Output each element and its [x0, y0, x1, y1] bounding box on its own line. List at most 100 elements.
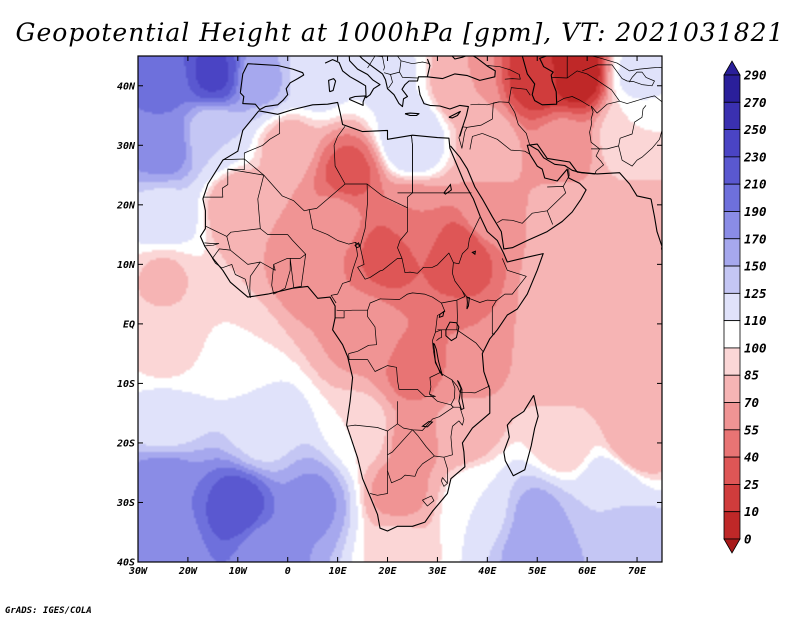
grads-credit: GrADS: IGES/COLA [5, 606, 92, 616]
colorbar-label: 55 [744, 422, 760, 437]
coastline-europe_south [239, 63, 305, 111]
lake-victoria [445, 321, 460, 342]
coastlines-layer [199, 56, 662, 532]
country-border [592, 56, 662, 72]
coastline-madagascar [503, 395, 539, 477]
colorbar-swatch [723, 292, 741, 322]
lat-tick-label: 40N [117, 81, 136, 92]
country-border [271, 254, 307, 295]
colorbar: 2902702502302101901701501251101008570554… [723, 60, 767, 554]
country-border [221, 261, 261, 299]
country-border [357, 246, 402, 280]
lake-albert [438, 310, 445, 319]
lat-tick-label: 20S [116, 438, 135, 449]
country-border [346, 401, 398, 432]
country-border [482, 133, 530, 155]
lon-tick-label: 20E [377, 566, 397, 577]
country-border [562, 169, 570, 187]
map-panel: 30W 20W 10W 0 10E 20E 30E 40E 50E 60E 70E 40N 30N 20… [116, 55, 663, 577]
lat-tick-label: 10S [117, 379, 135, 390]
lake-chad [354, 242, 361, 249]
lake-kariba [421, 420, 434, 428]
lake-nasser [443, 183, 452, 195]
colorbar-label: 170 [744, 231, 767, 246]
country-border [397, 393, 454, 431]
country-border [450, 379, 465, 427]
country-border [336, 309, 345, 312]
lat-tick-label: 30S [116, 498, 135, 509]
country-border [546, 210, 554, 225]
longitude-axis: 30W 20W 10W 0 10E 20E 30E 40E 50E 60E 70E [128, 56, 647, 577]
colorbar-label: 230 [743, 149, 767, 164]
colorbar-swatch [723, 101, 741, 130]
country-border [590, 95, 662, 114]
lon-tick-label: 70E [628, 566, 647, 577]
country-border [441, 477, 448, 487]
lake-malawi [456, 380, 465, 411]
colorbar-under-triangle [723, 538, 741, 554]
country-border [466, 101, 531, 146]
country-border [556, 96, 590, 107]
country-border [470, 101, 500, 106]
colorbar-swatch [723, 183, 741, 212]
country-border [582, 64, 655, 87]
colorbar-label: 40 [744, 450, 759, 465]
colorbar-label: 100 [744, 340, 767, 355]
country-border [422, 495, 435, 507]
lat-tick-label: 20N [116, 200, 136, 211]
country-border [508, 87, 531, 103]
lon-tick-label: 0 [285, 566, 291, 577]
colorbar-swatch [723, 211, 741, 240]
colorbar-swatch [723, 265, 741, 294]
lon-tick-label: 30E [427, 566, 447, 577]
country-border [390, 71, 419, 79]
colorbar-label: 250 [743, 122, 767, 137]
colorbar-over-triangle [723, 60, 741, 76]
country-border [469, 133, 483, 150]
lakes-layer [354, 183, 477, 428]
colorbar-swatch [723, 484, 741, 513]
lon-tick-label: 40E [478, 566, 497, 577]
lon-tick-label: 20W [178, 566, 198, 577]
colorbar-swatch [723, 456, 741, 485]
country-border [387, 429, 448, 484]
colorbar-label: 125 [744, 286, 767, 301]
geopotential-height-field [138, 56, 662, 562]
colorbar-label: 25 [743, 477, 760, 492]
lake-tanganyika [432, 342, 443, 376]
country-border [411, 135, 413, 193]
colorbar-label: 290 [743, 68, 767, 83]
country-border [435, 329, 442, 341]
lat-tick-label: EQ [123, 319, 135, 330]
country-border [443, 426, 453, 458]
coastline-sardinia [328, 78, 337, 93]
colorbar-label: 190 [744, 204, 767, 219]
coastline-sicily [349, 95, 367, 106]
map-frame [137, 55, 663, 563]
lake-turkana [466, 296, 470, 310]
latitude-axis: 40N 30N 20N 10N EQ 10S 20S 30S 40S [116, 81, 662, 569]
country-border [618, 130, 662, 167]
colorbar-swatch [723, 374, 741, 403]
chart-title: Geopotential Height at 1000hPa [gpm], VT… [16, 18, 785, 47]
colorbar-swatch [723, 238, 741, 267]
coastline-crete [404, 112, 420, 117]
country-border [396, 56, 402, 62]
colorbar-swatch [723, 347, 741, 376]
lon-tick-label: 10W [229, 566, 248, 577]
country-border [202, 158, 245, 198]
coastline-black_sea [427, 56, 496, 81]
colorbar-label: 210 [743, 177, 767, 192]
lon-tick-label: 30W [128, 566, 148, 577]
colorbar-swatch [723, 511, 741, 540]
coastline-italy [324, 56, 381, 99]
country-border [335, 309, 377, 354]
country-border [383, 72, 393, 89]
country-border [487, 65, 521, 80]
colorbar-label: 10 [744, 504, 759, 519]
colorbar-label: 150 [744, 259, 767, 274]
coastline-arabia [449, 143, 652, 250]
country-border [589, 105, 604, 175]
country-border [591, 105, 647, 150]
